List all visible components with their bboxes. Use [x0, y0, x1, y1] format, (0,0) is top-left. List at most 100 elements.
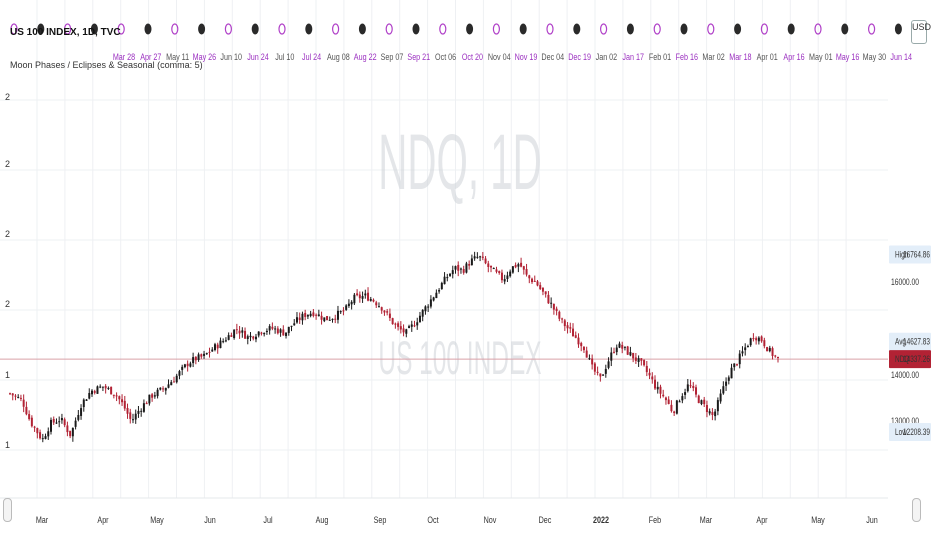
candle: [375, 300, 378, 309]
new-moon-icon: [519, 23, 527, 35]
candle: [438, 288, 441, 294]
moon-date-label: Mar 02: [702, 52, 725, 62]
candle: [738, 350, 741, 369]
full-moon-icon: [814, 23, 822, 35]
candle: [383, 310, 386, 316]
full-moon-icon: [117, 23, 125, 35]
scroll-left-handle[interactable]: [3, 498, 12, 522]
candle: [755, 336, 758, 345]
new-moon-icon: [734, 23, 742, 35]
candle: [211, 347, 214, 352]
candle: [181, 364, 184, 376]
candle: [60, 413, 63, 424]
candle: [101, 386, 104, 392]
candle: [216, 342, 219, 354]
full-moon-icon: [63, 23, 72, 35]
new-moon-icon: [37, 23, 45, 35]
candle: [336, 305, 339, 324]
currency-button[interactable]: USD: [911, 20, 931, 44]
candle: [224, 337, 227, 343]
candle: [621, 341, 624, 354]
moon-date-label: Nov 19: [515, 52, 538, 62]
candle: [763, 337, 766, 349]
candle: [730, 363, 733, 379]
candle: [309, 310, 312, 318]
new-moon-icon: [144, 23, 152, 35]
candle: [17, 394, 20, 399]
candle: [290, 325, 293, 332]
moon-date-label: Jul 24: [302, 52, 322, 62]
candle: [429, 295, 432, 309]
candle: [757, 336, 760, 345]
candle: [328, 316, 331, 321]
candle: [295, 312, 298, 324]
left-axis-digit: 2: [5, 229, 11, 239]
candle: [361, 291, 364, 303]
candle: [405, 328, 408, 338]
candle: [99, 384, 102, 389]
candle: [63, 417, 66, 428]
candle: [613, 347, 616, 354]
candle: [219, 337, 222, 349]
time-axis-ticks: Mar Apr May Jun Jul Aug Sep Oct Nov Dec 2022 Feb Mar…: [36, 515, 878, 525]
left-axis-digit: 2: [5, 299, 11, 309]
time-tick-label: 2022: [593, 515, 609, 525]
candle: [90, 389, 93, 397]
candle: [326, 315, 329, 321]
candle: [533, 275, 536, 282]
candle: [719, 389, 722, 404]
candle: [85, 399, 88, 402]
time-tick-label: Oct: [427, 515, 439, 525]
candle: [487, 260, 490, 273]
candle: [457, 261, 460, 277]
candle: [345, 304, 348, 311]
full-moon-icon: [439, 23, 447, 35]
candle: [287, 326, 290, 336]
candle: [692, 382, 695, 392]
scroll-right-handle[interactable]: [912, 498, 921, 522]
candle: [733, 363, 736, 371]
candle: [227, 332, 230, 341]
candle: [615, 344, 618, 356]
candle: [367, 287, 370, 302]
candle: [525, 263, 528, 277]
candle: [140, 408, 143, 417]
indicator-label[interactable]: Moon Phases / Eclipses & Seasonal (comma…: [10, 60, 203, 70]
candle: [662, 389, 665, 398]
candle: [306, 314, 309, 320]
candle: [28, 410, 31, 421]
candle: [364, 289, 367, 299]
candle: [317, 309, 320, 317]
candle: [744, 343, 747, 356]
candle: [454, 265, 457, 274]
time-axis[interactable]: Mar Apr May Jun Jul Aug Sep Oct Nov Dec 2022 Feb Mar…: [0, 497, 888, 525]
time-tick-label: Feb: [649, 515, 662, 525]
candle: [768, 345, 771, 353]
candle: [134, 409, 137, 424]
candle: [418, 311, 421, 323]
candle: [561, 317, 564, 324]
candle: [495, 266, 498, 274]
time-tick-label: Dec: [539, 515, 552, 525]
candle: [648, 368, 651, 380]
time-tick-label: Jun: [204, 515, 216, 525]
full-moon-icon: [385, 23, 393, 35]
candle: [271, 322, 274, 331]
candle: [233, 329, 236, 340]
moon-date-label: Oct 06: [435, 52, 457, 62]
candle: [547, 291, 550, 304]
full-moon-icon: [10, 23, 18, 35]
watermark-symbol: NDQ, 1D: [378, 120, 542, 207]
candle: [722, 381, 725, 395]
time-tick-label: Nov: [484, 515, 498, 525]
candle: [183, 363, 186, 369]
candle: [153, 391, 156, 399]
candle: [593, 362, 596, 375]
time-tick-label: May: [150, 515, 164, 525]
candle: [506, 271, 509, 282]
candle: [446, 273, 449, 282]
moon-date-label: Apr 01: [757, 52, 779, 62]
moon-date-label: May 26: [193, 52, 217, 62]
